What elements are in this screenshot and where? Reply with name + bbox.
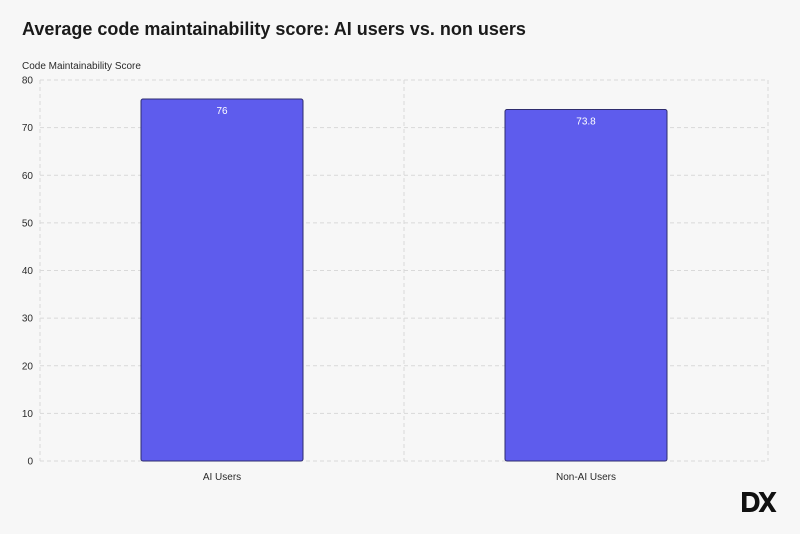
dx-logo <box>742 492 777 512</box>
bar-value-label: 73.8 <box>576 117 596 128</box>
bars: 76 73.8 <box>140 98 668 462</box>
bar-value-label: 76 <box>216 106 228 117</box>
x-category-label: AI Users <box>203 472 241 483</box>
y-tick-label: 70 <box>22 123 34 134</box>
bar <box>140 98 304 462</box>
y-axis-title: Code Maintainability Score <box>22 61 141 72</box>
y-tick-label: 60 <box>22 171 34 182</box>
x-axis-labels: AI Users Non-AI Users <box>203 472 616 483</box>
y-tick-label: 30 <box>22 314 34 325</box>
x-category-label: Non-AI Users <box>556 472 616 483</box>
y-tick-label: 80 <box>22 76 34 87</box>
y-tick-label: 20 <box>22 361 34 372</box>
y-tick-label: 10 <box>22 409 34 420</box>
y-tick-label: 0 <box>27 457 33 468</box>
y-tick-label: 50 <box>22 218 34 229</box>
bar <box>504 109 668 462</box>
y-axis-ticks: 0 10 20 30 40 50 60 70 80 <box>22 76 34 468</box>
chart-title: Average code maintainability score: AI u… <box>22 19 526 39</box>
y-tick-label: 40 <box>22 266 34 277</box>
